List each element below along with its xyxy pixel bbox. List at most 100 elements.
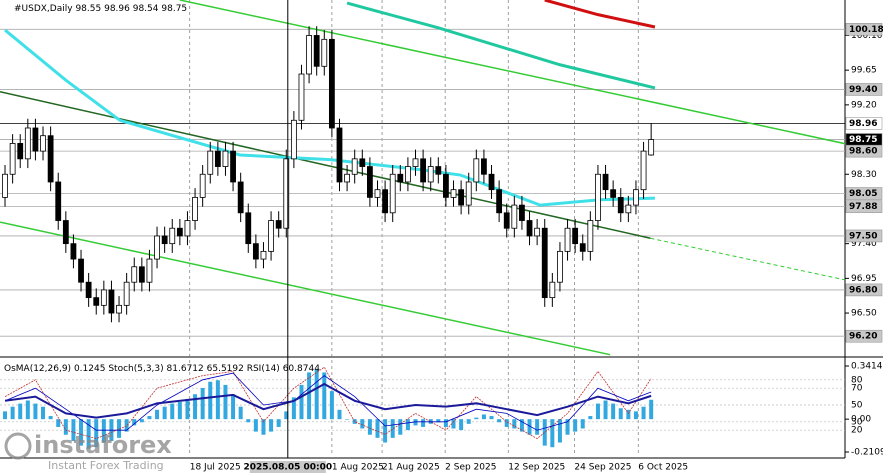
price-label-box [845, 283, 883, 297]
close: 98.75 [161, 4, 187, 14]
osma-bar [314, 369, 319, 420]
stoch-signal-value: 65.5192 [207, 364, 244, 374]
moving-average [4, 28, 656, 207]
osma-bar [86, 419, 91, 449]
osma-bar [474, 417, 479, 420]
candle-body [306, 35, 312, 75]
watermark-tagline: Instant Forex Trading [48, 459, 164, 472]
candle-body [176, 227, 183, 237]
osma-bar [3, 411, 8, 420]
osma-bar [291, 397, 296, 420]
candle-body [610, 189, 617, 198]
osma-bar [436, 419, 441, 423]
price-label-box [845, 200, 883, 213]
candle-body [260, 250, 267, 260]
candle-body [17, 143, 24, 160]
osma-bar [603, 400, 608, 420]
stoch-main-value: 81.6712 [167, 364, 204, 374]
osma-bar [307, 372, 312, 420]
candle-body [541, 227, 548, 299]
candle-body [359, 158, 366, 167]
price-label: 97.88 [849, 202, 877, 212]
indicator-panel [0, 360, 845, 455]
osma-bar [633, 411, 638, 420]
candle-body [275, 220, 282, 229]
osma-tick-label: 0.00 [851, 415, 871, 425]
price-label-box [845, 83, 883, 96]
candle-body [405, 166, 411, 183]
candle-body [9, 143, 16, 175]
osma-bar [41, 406, 46, 420]
osma-bar [269, 419, 274, 432]
candle-body [640, 150, 647, 191]
osma-bar [223, 384, 228, 420]
cursor-label-box [249, 461, 326, 473]
rsi-label: RSI(14) [247, 364, 280, 374]
price-label-box [845, 23, 883, 36]
candle-body [131, 266, 138, 283]
candle-body [496, 189, 503, 214]
cursor-label: 2025.08.05 00:00 [243, 463, 332, 473]
candle-body [557, 250, 563, 283]
candle-body [192, 196, 198, 221]
candle-body [435, 166, 442, 175]
price-tick-label: 97.40 [851, 239, 877, 249]
candle-body [351, 158, 358, 175]
osma-bar [246, 419, 251, 423]
osma-bar [345, 419, 350, 420]
osma-bar [405, 419, 410, 431]
candle-body [526, 220, 533, 237]
moving-average [346, 1, 656, 90]
osma-bar [33, 403, 38, 420]
candle-body [62, 220, 69, 245]
candle-body [648, 139, 655, 156]
candle-body [252, 243, 259, 260]
osma-bar [360, 419, 365, 429]
candle-body [32, 127, 39, 152]
candle-body [488, 173, 495, 191]
candle-body [93, 297, 100, 306]
candle-body [481, 158, 487, 175]
osma-bar [489, 416, 494, 420]
candle-body [298, 73, 305, 121]
candle-body [161, 235, 168, 245]
time-tick-label: 18 Jul 2025 [190, 463, 241, 473]
candle-body [427, 166, 434, 183]
trend-line [0, 91, 651, 239]
candle-body [389, 173, 396, 214]
osma-tick-label: 0.3414 [851, 362, 883, 372]
osma-bar [504, 419, 509, 427]
osma-bar [535, 419, 540, 435]
osma-bar [481, 414, 486, 420]
osma-bar [512, 419, 517, 429]
osma-bar [261, 419, 266, 435]
osma-bar [79, 419, 84, 446]
candle-body [290, 119, 297, 160]
osma-bar [641, 406, 646, 420]
candle-body [230, 150, 236, 183]
osma-value: 0.1245 [74, 364, 106, 374]
candle-body [184, 220, 191, 237]
candle-body [366, 166, 373, 198]
osma-bar [626, 409, 631, 420]
osma-bar [527, 419, 532, 435]
price-label: 99.40 [849, 85, 877, 95]
osma-bar [25, 400, 30, 420]
osma-bar [580, 419, 585, 429]
osma-bar [177, 402, 182, 420]
price-label-box [845, 187, 883, 200]
candle-body [214, 150, 221, 167]
osma-bar [398, 419, 403, 435]
osma-bar [276, 419, 281, 427]
candle-body [108, 289, 115, 314]
candle-body [511, 204, 518, 229]
candle-body [587, 220, 594, 252]
price-tick-label: 96.95 [851, 274, 877, 284]
price-tick-label: 100.10 [851, 31, 883, 41]
osma-bar [383, 419, 388, 443]
osma-bar [147, 416, 152, 420]
osma-label: OsMA(12,26,9) [4, 364, 71, 374]
